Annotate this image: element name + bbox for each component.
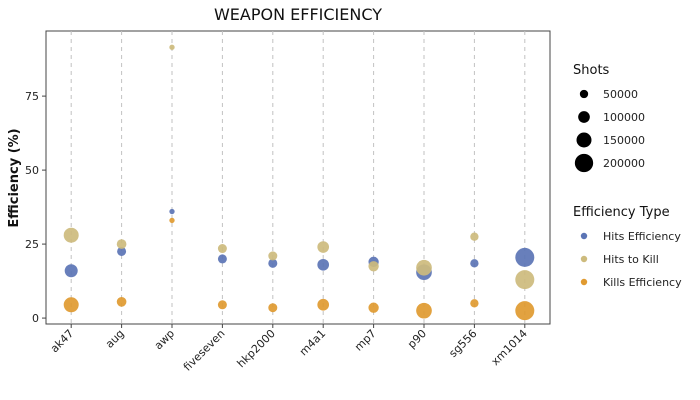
point-sg556-0 xyxy=(470,259,479,268)
point-sg556-2 xyxy=(470,299,479,308)
point-m4a1-2 xyxy=(317,298,330,311)
point-hkp2000-1 xyxy=(268,251,278,261)
point-aug-0 xyxy=(117,246,127,256)
point-awp-1 xyxy=(169,44,175,50)
point-aug-2 xyxy=(116,296,127,307)
series-kills-efficiency xyxy=(63,217,535,321)
data-points xyxy=(63,44,535,321)
y-tick-label-25: 25 xyxy=(25,238,39,251)
x-tick-label-m4a1: m4a1 xyxy=(297,327,328,358)
x-tick-label-xm1014: xm1014 xyxy=(489,327,530,368)
x-tick-label-awp: awp xyxy=(152,327,177,352)
point-xm1014-0 xyxy=(515,247,535,267)
point-fiveseven-0 xyxy=(217,254,227,264)
point-sg556-1 xyxy=(470,232,479,241)
x-tick-label-hkp2000: hkp2000 xyxy=(235,327,278,370)
x-tick-label-sg556: sg556 xyxy=(446,327,479,360)
color-legend-label-2: Kills Efficiency xyxy=(603,276,682,289)
y-tick-label-0: 0 xyxy=(32,312,39,325)
x-tick-label-mp7: mp7 xyxy=(352,327,379,354)
size-legend: Shots 50000 100000 150000 200000 xyxy=(573,63,645,173)
point-hkp2000-2 xyxy=(268,303,278,313)
point-ak47-0 xyxy=(64,264,78,278)
size-legend-label-100000: 100000 xyxy=(603,111,645,124)
point-hkp2000-0 xyxy=(268,258,278,268)
point-mp7-1 xyxy=(368,261,379,272)
point-p90-2 xyxy=(416,302,432,319)
x-tick-label-fiveseven: fiveseven xyxy=(181,327,228,374)
point-ak47-2 xyxy=(63,297,79,313)
x-tick-label-p90: p90 xyxy=(405,327,429,351)
point-mp7-2 xyxy=(368,302,379,313)
size-legend-label-50000: 50000 xyxy=(603,88,638,101)
point-awp-2 xyxy=(169,217,175,224)
size-legend-key-100000 xyxy=(578,111,590,123)
chart-title: WEAPON EFFICIENCY xyxy=(214,5,382,24)
size-legend-title: Shots xyxy=(573,63,610,78)
grid-lines xyxy=(70,31,526,324)
point-p90-1 xyxy=(416,259,432,276)
point-xm1014-1 xyxy=(515,270,535,290)
point-xm1014-2 xyxy=(515,301,535,321)
color-legend-label-0: Hits Efficiency xyxy=(603,230,681,243)
point-m4a1-0 xyxy=(317,258,330,271)
color-legend-title: Efficiency Type xyxy=(573,205,670,220)
x-tick-label-aug: aug xyxy=(103,327,127,351)
x-tick-label-ak47: ak47 xyxy=(48,327,76,355)
plot-area xyxy=(45,30,551,325)
point-fiveseven-1 xyxy=(217,244,227,254)
point-fiveseven-2 xyxy=(217,300,227,310)
size-legend-key-50000 xyxy=(579,89,589,99)
point-ak47-1 xyxy=(63,227,79,243)
size-legend-label-150000: 150000 xyxy=(603,134,645,147)
point-aug-1 xyxy=(116,239,127,249)
point-awp-0 xyxy=(169,208,175,215)
y-tick-label-75: 75 xyxy=(25,90,39,103)
y-tick-label-50: 50 xyxy=(25,164,39,177)
color-legend: Efficiency Type Hits Efficiency Hits to K… xyxy=(573,205,682,289)
color-legend-label-1: Hits to Kill xyxy=(603,253,659,266)
y-axis-label: Efficiency (%) xyxy=(7,128,22,227)
y-axis: 0 25 50 75 xyxy=(25,90,46,325)
size-legend-key-200000 xyxy=(574,153,594,173)
series-hits-to-kill xyxy=(63,44,535,290)
size-legend-label-200000: 200000 xyxy=(603,157,645,170)
series-hits-efficiency xyxy=(64,208,535,281)
color-legend-key-1 xyxy=(580,255,588,263)
color-legend-key-2 xyxy=(580,278,588,286)
x-axis: ak47 aug awp fiveseven hkp2000 m4a1 mp7 p90 sg55… xyxy=(48,324,530,374)
size-legend-key-150000 xyxy=(576,132,592,148)
point-m4a1-1 xyxy=(317,241,330,253)
color-legend-key-0 xyxy=(580,232,588,240)
